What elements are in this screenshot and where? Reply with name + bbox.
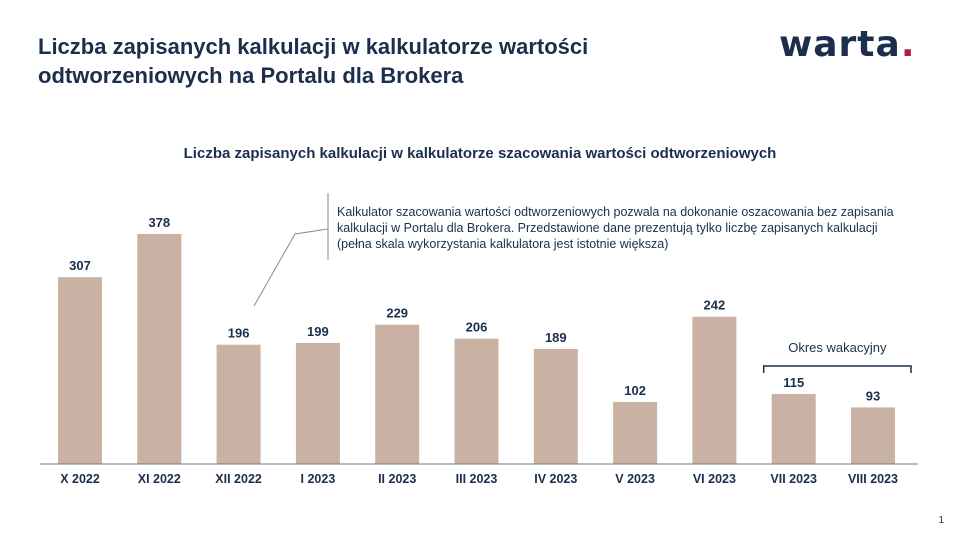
note-leader-line <box>253 228 329 307</box>
bar-iii-2023 <box>454 338 499 464</box>
bar-vi-2023 <box>692 316 737 464</box>
warta-logo: warta. <box>779 24 916 65</box>
x-tick-label: IV 2023 <box>534 472 577 486</box>
chart-note: Kalkulator szacowania wartości odtworzen… <box>337 205 894 251</box>
value-label: 242 <box>704 298 726 313</box>
bar-iv-2023 <box>533 348 578 464</box>
bar-v-2023 <box>613 401 658 464</box>
value-label: 206 <box>466 320 488 335</box>
bar-vii-2023 <box>771 394 816 464</box>
bar-viii-2023 <box>851 407 895 464</box>
x-tick-label: X 2022 <box>60 472 100 486</box>
value-label: 93 <box>866 388 880 403</box>
bar-x-2022 <box>58 277 102 464</box>
x-tick-label: I 2023 <box>301 472 336 486</box>
x-tick-label: VI 2023 <box>693 472 736 486</box>
x-tick-label: III 2023 <box>456 472 498 486</box>
value-label: 115 <box>783 375 804 390</box>
logo-dot: . <box>900 24 916 65</box>
period-bracket <box>762 365 912 373</box>
value-label: 199 <box>307 324 329 339</box>
x-tick-label: XII 2022 <box>215 472 262 486</box>
value-label: 378 <box>148 215 170 230</box>
x-tick-label: VIII 2023 <box>848 472 898 486</box>
x-tick-label: II 2023 <box>378 472 416 486</box>
value-label: 196 <box>228 326 250 341</box>
logo-text: warta <box>779 24 901 65</box>
value-label: 102 <box>624 383 646 398</box>
bar-i-2023 <box>295 342 340 464</box>
value-label: 229 <box>386 306 408 321</box>
bar-xi-2022 <box>137 233 182 464</box>
value-label: 307 <box>69 258 91 273</box>
chart-title: Liczba zapisanych kalkulacji w kalkulato… <box>183 145 777 162</box>
x-tick-label: VII 2023 <box>770 472 817 486</box>
bar-xii-2022 <box>216 344 261 464</box>
slide-title: Liczba zapisanych kalkulacji w kalkulato… <box>38 34 589 88</box>
value-label: 189 <box>545 330 567 345</box>
page-number: 1 <box>938 515 944 526</box>
period-label: Okres wakacyjny <box>788 340 887 355</box>
x-tick-label: V 2023 <box>615 472 655 486</box>
x-tick-label: XI 2022 <box>138 472 181 486</box>
bar-ii-2023 <box>375 324 420 464</box>
